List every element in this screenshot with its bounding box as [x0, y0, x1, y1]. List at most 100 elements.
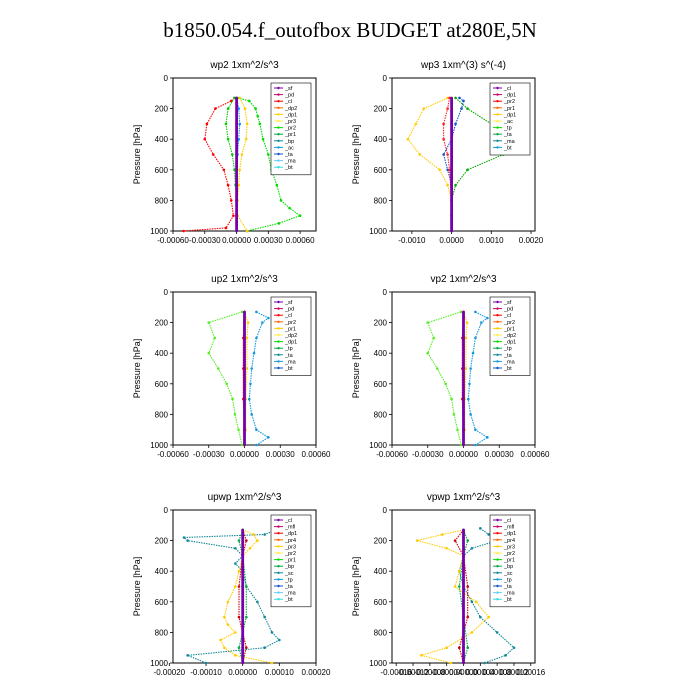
series-point [237, 539, 241, 542]
legend-entry: _ac [503, 119, 513, 125]
series-point [243, 367, 246, 370]
legend-entry: _tp [503, 577, 512, 583]
legend-marker [277, 525, 280, 528]
series-point [203, 137, 207, 141]
legend-box [489, 296, 531, 376]
series-point [267, 316, 270, 320]
y-tick-label: 1000 [150, 227, 168, 236]
x-tick-label: 0.00000 [222, 236, 251, 245]
series-point [255, 336, 258, 340]
legend-entry: _dp1 [503, 531, 516, 537]
series-point [471, 351, 475, 355]
series-point [456, 428, 459, 432]
legend-marker [277, 100, 280, 103]
series-point [486, 436, 489, 439]
legend-entry: _ma [503, 359, 516, 365]
legend-marker [277, 152, 280, 156]
series-line [225, 97, 238, 231]
legend-marker [496, 545, 499, 548]
series-point [235, 229, 238, 233]
series-point [470, 631, 474, 634]
legend-entry: _pr2 [503, 320, 515, 326]
x-tick-label: -0.00016 [380, 668, 412, 677]
series-point [245, 646, 248, 649]
series-point [457, 585, 461, 588]
series-line [467, 311, 489, 446]
series-point [233, 168, 236, 172]
series-point [247, 99, 251, 103]
x-tick-label: -0.00060 [376, 450, 408, 459]
series-point [495, 631, 499, 634]
series-point [487, 533, 491, 536]
panel-title: wp3 1xm^(3) s^(-4) [420, 60, 506, 71]
legend-entry: _ta [503, 353, 513, 359]
y-tick-label: 600 [374, 598, 388, 607]
series-point [240, 310, 244, 314]
series-point [234, 654, 237, 657]
series-point [245, 336, 249, 340]
series-point [243, 336, 246, 340]
legend-marker [496, 551, 499, 555]
series-point [263, 615, 266, 619]
series-point [225, 382, 228, 386]
y-tick-label: 200 [374, 319, 388, 328]
legend-marker [496, 333, 499, 337]
y-tick-label: 400 [374, 567, 388, 576]
legend-box [270, 82, 312, 176]
y-tick-label: 0 [383, 74, 388, 83]
plot-frame [391, 77, 536, 232]
series-point [234, 562, 237, 565]
legend-marker [496, 571, 499, 574]
series-point [241, 554, 244, 558]
x-tick-label: 0.00004 [466, 668, 495, 677]
series-point [182, 229, 185, 233]
legend-marker [277, 584, 280, 588]
x-tick-label: 0.00020 [302, 668, 331, 677]
legend-marker [496, 86, 499, 90]
series-point [446, 183, 449, 187]
series-point [462, 661, 465, 665]
legend-entry: _cl [503, 518, 511, 524]
panel-2: up2 1xm^2/s^3 0 200 400 600 800 1000 Pressure [… [132, 274, 331, 459]
y-tick-label: 800 [155, 196, 169, 205]
y-tick-label: 400 [155, 567, 169, 576]
series-point [204, 661, 208, 665]
legend-entry: _dp2 [503, 333, 516, 339]
series-point [465, 321, 469, 324]
series-point [186, 539, 189, 542]
legend-entry: _sf [503, 300, 512, 306]
legend-entry: _mfl [284, 525, 295, 531]
x-tick-label: -0.00060 [157, 450, 189, 459]
series-point [252, 351, 256, 355]
series-point [470, 546, 474, 550]
series-line [454, 529, 469, 664]
panel-title: up2 1xm^2/s^3 [211, 274, 278, 285]
legend-entry: _cl [284, 518, 292, 524]
legend-entry: _pr3 [503, 544, 515, 550]
series-point [422, 107, 426, 110]
series-point [233, 413, 237, 416]
legend-entry: _ma [284, 159, 297, 165]
legend-marker [277, 591, 280, 594]
panel-title: upwp 1xm^2/s^3 [208, 492, 282, 503]
legend-marker [277, 133, 280, 136]
legend-marker [496, 106, 499, 110]
series-point [237, 585, 241, 588]
series-line [443, 97, 465, 231]
legend-entry: _pr1 [503, 326, 515, 332]
series-point [256, 114, 260, 118]
legend-entry: _pr4 [284, 538, 296, 544]
series-point [235, 183, 238, 187]
series-point [223, 615, 226, 619]
series-point [267, 153, 270, 156]
legend-entry: _pr3 [284, 119, 296, 125]
legend-marker [277, 159, 280, 162]
series-point [474, 428, 477, 432]
y-tick-label: 1000 [369, 227, 387, 236]
series-point [275, 183, 279, 187]
y-tick-label: 0 [383, 506, 388, 515]
x-tick-label: 0.00000 [228, 668, 257, 677]
legend-marker [277, 307, 280, 310]
legend-marker [496, 578, 499, 581]
series-point [441, 533, 444, 536]
